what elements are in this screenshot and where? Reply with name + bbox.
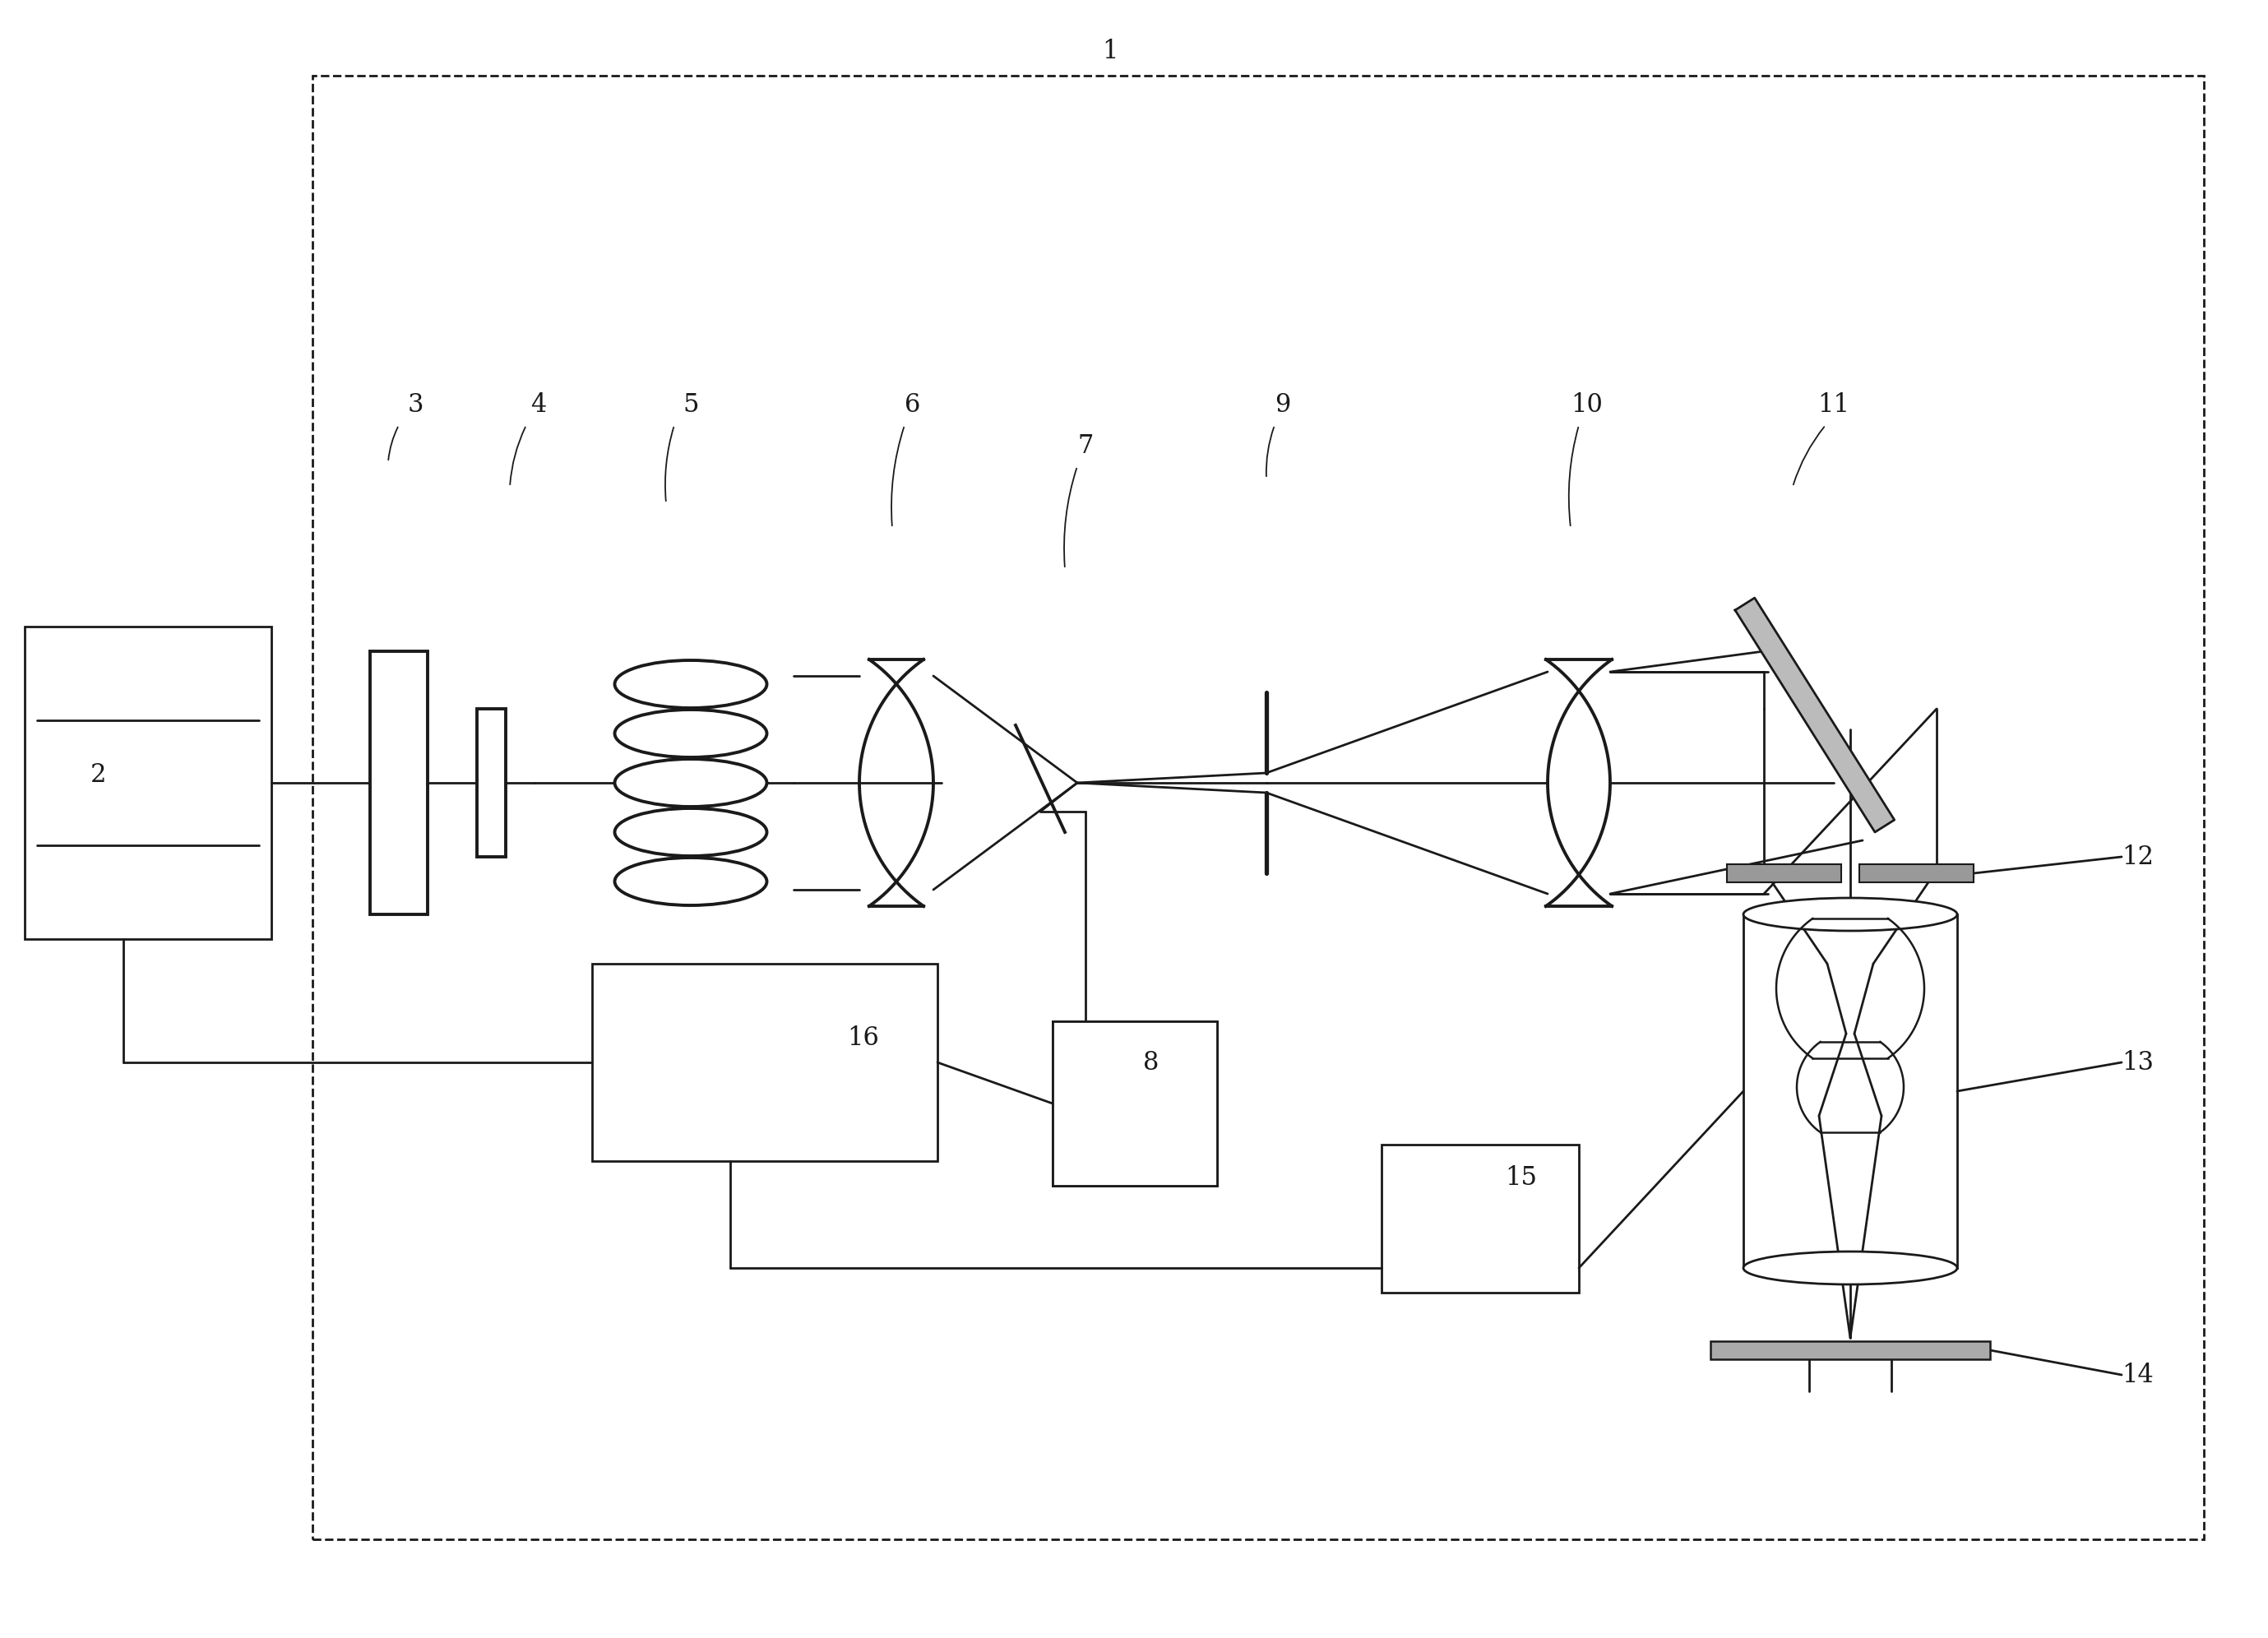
Bar (1744, 914, 1957, 1268)
Text: 1: 1 (1102, 38, 1118, 64)
Bar (1052, 1020, 1218, 1186)
Text: 7: 7 (1077, 432, 1093, 459)
Bar (1860, 865, 1973, 883)
Bar (25, 627, 272, 939)
Bar (476, 709, 506, 857)
Ellipse shape (615, 758, 767, 806)
Text: 8: 8 (1143, 1050, 1159, 1075)
Text: 16: 16 (848, 1025, 880, 1050)
Ellipse shape (615, 660, 767, 708)
Bar (1710, 1342, 1989, 1360)
Bar (1381, 1145, 1579, 1292)
Ellipse shape (615, 709, 767, 757)
Text: 13: 13 (2123, 1050, 2155, 1075)
Text: 4: 4 (531, 391, 547, 418)
Ellipse shape (1744, 898, 1957, 930)
Bar (1052, 1020, 1218, 1186)
Text: 3: 3 (408, 391, 424, 418)
Text: 5: 5 (683, 391, 699, 418)
Text: 9: 9 (1275, 391, 1290, 418)
Text: 2: 2 (91, 762, 107, 788)
Ellipse shape (615, 858, 767, 906)
Ellipse shape (1744, 1251, 1957, 1284)
Bar (1726, 865, 1842, 883)
Text: 6: 6 (905, 391, 921, 418)
Bar (313, 75, 2204, 1540)
Text: 12: 12 (2123, 844, 2155, 870)
Polygon shape (1735, 598, 1894, 832)
Text: 11: 11 (1817, 391, 1851, 418)
Text: 10: 10 (1572, 391, 1603, 418)
Ellipse shape (615, 808, 767, 857)
Text: 14: 14 (2123, 1363, 2155, 1387)
Bar (370, 652, 429, 914)
Text: 15: 15 (1506, 1165, 1538, 1191)
Bar (592, 963, 937, 1161)
